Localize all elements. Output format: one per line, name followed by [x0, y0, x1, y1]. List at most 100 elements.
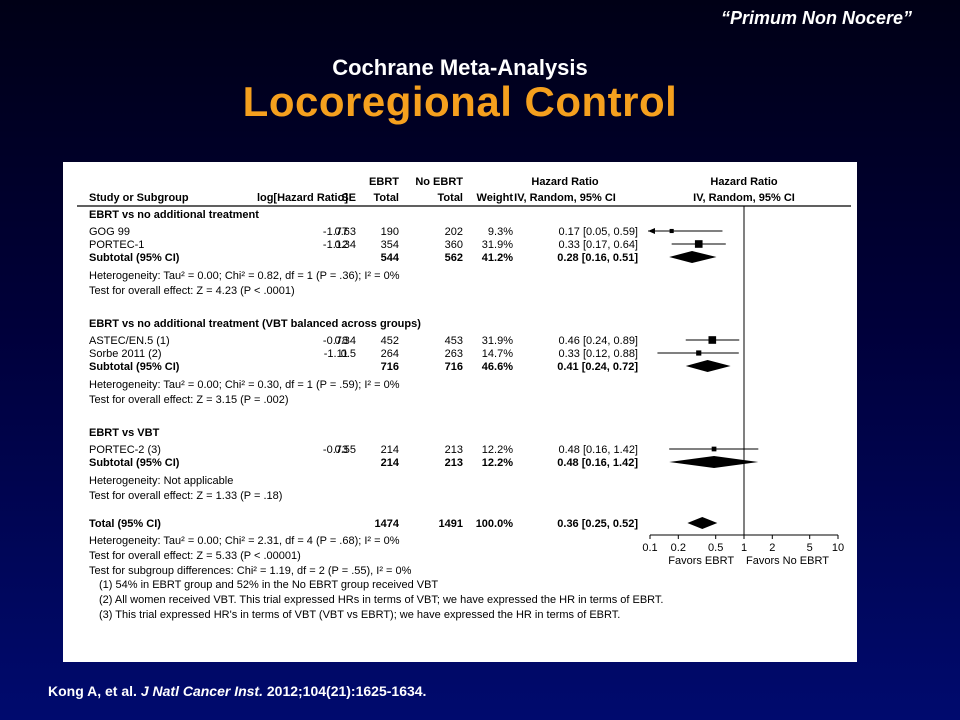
subgroup-1-heterogeneity: Heterogeneity: Tau² = 0.00; Chi² = 0.82,… [89, 270, 400, 282]
subgroup-2-heterogeneity: Heterogeneity: Tau² = 0.00; Chi² = 0.30,… [89, 379, 400, 391]
subgroup-1-study-2-loghr: -1.12 [323, 239, 348, 251]
x-tick-label-1: 0.2 [671, 542, 686, 554]
subgroup-3-study-1-hr-ci: 0.48 [0.16, 1.42] [558, 444, 638, 456]
header-hazard-ratio: Hazard Ratio [531, 176, 599, 188]
header-loghr: log[Hazard Ratio] [257, 192, 348, 204]
subgroup-2-study-1-se: 0.34 [335, 335, 356, 347]
total-overall-effect: Test for overall effect: Z = 5.33 (P < .… [89, 550, 301, 562]
slide-quote: “Primum Non Nocere” [720, 8, 912, 28]
subgroup-1-study-2-hr-ci: 0.33 [0.17, 0.64] [558, 239, 638, 251]
header-no-ebrt-total: Total [438, 192, 463, 204]
subgroup-1-study-1-loghr: -1.77 [323, 226, 348, 238]
x-tick-label-5: 5 [807, 542, 813, 554]
slide-subtitle: Cochrane Meta-Analysis [332, 55, 588, 80]
subgroup-2-study-1-no-ebrt-total: 453 [445, 335, 463, 347]
header-hazard-ratio-plot: Hazard Ratio [710, 176, 778, 188]
header-hr-ci: IV, Random, 95% CI [514, 192, 616, 204]
subgroup-2-subtotal-hr-ci: 0.41 [0.24, 0.72] [557, 361, 638, 373]
subgroup-2-study-1-weight: 31.9% [482, 335, 513, 347]
citation-journal: J Natl Cancer Inst. [140, 683, 263, 699]
subgroup-1-study-1-point [669, 228, 674, 234]
total-diamond [687, 517, 718, 529]
subgroup-3-study-1-weight: 12.2% [482, 444, 513, 456]
subgroup-1-subtotal-no-ebrt-total: 562 [445, 252, 463, 264]
subgroup-3-study-1-name: PORTEC-2 (3) [89, 444, 161, 456]
subgroup-1-study-1-no-ebrt-total: 202 [445, 226, 463, 238]
citation: Kong A, et al. J Natl Cancer Inst. 2012;… [48, 683, 426, 699]
subgroup-3-subtotal-label: Subtotal (95% CI) [89, 457, 180, 469]
x-tick-label-3: 1 [741, 542, 747, 554]
subgroup-1-study-1-weight: 9.3% [488, 226, 513, 238]
subgroup-1-study-1-name: GOG 99 [89, 226, 130, 238]
subgroup-1-subtotal-label: Subtotal (95% CI) [89, 252, 180, 264]
subgroup-3-heterogeneity: Heterogeneity: Not applicable [89, 475, 233, 487]
subgroup-1-overall-effect: Test for overall effect: Z = 4.23 (P < .… [89, 285, 295, 297]
subgroup-3-study-1-point [711, 446, 717, 452]
slide-title: Locoregional Control [242, 78, 678, 125]
x-tick-label-0: 0.1 [642, 542, 657, 554]
header-study: Study or Subgroup [89, 192, 189, 204]
subgroup-1-study-2-name: PORTEC-1 [89, 239, 144, 251]
subgroup-1-subtotal-weight: 41.2% [482, 252, 513, 264]
subgroup-1-study-2-weight: 31.9% [482, 239, 513, 251]
x-tick-label-2: 0.5 [708, 542, 723, 554]
subgroup-2-overall-effect: Test for overall effect: Z = 3.15 (P = .… [89, 394, 289, 406]
subgroup-2-study-2-no-ebrt-total: 263 [445, 348, 463, 360]
subgroup-2-study-2-loghr: -1.11 [324, 348, 348, 360]
header-se: SE [341, 192, 356, 204]
subgroup-differences: Test for subgroup differences: Chi² = 1.… [89, 565, 412, 577]
subgroup-3-subtotal-diamond [669, 456, 759, 468]
x-tick-label-6: 10 [832, 542, 844, 554]
subgroup-2-subtotal-diamond [685, 360, 731, 372]
total-no-ebrt-total: 1491 [439, 518, 463, 530]
footnote-1: (1) 54% in EBRT group and 52% in the No … [99, 579, 438, 591]
subgroup-3-overall-effect: Test for overall effect: Z = 1.33 (P = .… [89, 490, 282, 502]
subgroup-2-study-2-point [696, 350, 702, 356]
subgroup-2-study-1-point [708, 336, 717, 344]
subgroup-1-study-2-no-ebrt-total: 360 [445, 239, 463, 251]
subgroup-1-study-1-arrow [648, 228, 655, 234]
citation-authors: Kong A, et al. [48, 683, 137, 699]
footnote-2: (2) All women received VBT. This trial e… [99, 594, 663, 606]
header-ebrt-total: Total [374, 192, 399, 204]
total-label: Total (95% CI) [89, 518, 161, 530]
favors-ebrt-label: Favors EBRT [668, 555, 734, 567]
subgroup-1-subtotal-hr-ci: 0.28 [0.16, 0.51] [557, 252, 638, 264]
forest-plot-panel: EBRT No EBRT Hazard Ratio Hazard Ratio Study… [63, 162, 857, 662]
subgroup-3-subtotal-no-ebrt-total: 213 [445, 457, 463, 469]
subgroup-2-study-1-loghr: -0.78 [323, 335, 348, 347]
subgroup-1-study-1-se: 0.63 [335, 226, 356, 238]
forest-plot: EBRT No EBRT Hazard Ratio Hazard Ratio Study… [77, 176, 851, 621]
citation-rest: 2012;104(21):1625-1634. [266, 683, 427, 699]
subgroup-1-title: EBRT vs no additional treatment [89, 209, 259, 221]
subgroup-1-study-2-ebrt-total: 354 [381, 239, 399, 251]
subgroup-3-study-1-se: 0.55 [335, 444, 356, 456]
subgroup-2-subtotal-label: Subtotal (95% CI) [89, 361, 180, 373]
header-ebrt: EBRT [369, 176, 399, 188]
subgroup-3-study-1-loghr: -0.73 [323, 444, 348, 456]
subgroup-3-title: EBRT vs VBT [89, 427, 160, 439]
subgroup-2-study-2-hr-ci: 0.33 [0.12, 0.88] [558, 348, 638, 360]
subgroup-1-study-2-se: 0.34 [335, 239, 356, 251]
total-hr-ci: 0.36 [0.25, 0.52] [557, 518, 638, 530]
subgroup-2-subtotal-weight: 46.6% [482, 361, 513, 373]
subgroup-2-study-2-ebrt-total: 264 [381, 348, 399, 360]
subgroup-1-study-1-ebrt-total: 190 [381, 226, 399, 238]
favors-no-ebrt-label: Favors No EBRT [746, 555, 829, 567]
subgroup-2-study-1-hr-ci: 0.46 [0.24, 0.89] [558, 335, 638, 347]
subgroup-1-subtotal-diamond [669, 251, 717, 263]
total-heterogeneity: Heterogeneity: Tau² = 0.00; Chi² = 2.31,… [89, 535, 400, 547]
subgroup-3-subtotal-hr-ci: 0.48 [0.16, 1.42] [557, 457, 638, 469]
total-weight: 100.0% [476, 518, 514, 530]
subgroup-1-study-2-point [694, 240, 703, 248]
subgroup-2-study-2-se: 0.5 [341, 348, 356, 360]
x-tick-label-4: 2 [769, 542, 775, 554]
subgroup-2-subtotal-ebrt-total: 716 [381, 361, 399, 373]
subgroup-2-study-1-name: ASTEC/EN.5 (1) [89, 335, 170, 347]
subgroup-3-study-1-ebrt-total: 214 [381, 444, 399, 456]
subgroup-1-study-1-hr-ci: 0.17 [0.05, 0.59] [558, 226, 638, 238]
subgroup-3-subtotal-ebrt-total: 214 [381, 457, 400, 469]
subgroup-2-study-2-weight: 14.7% [482, 348, 513, 360]
header-weight: Weight [477, 192, 514, 204]
subgroup-1-subtotal-ebrt-total: 544 [381, 252, 400, 264]
